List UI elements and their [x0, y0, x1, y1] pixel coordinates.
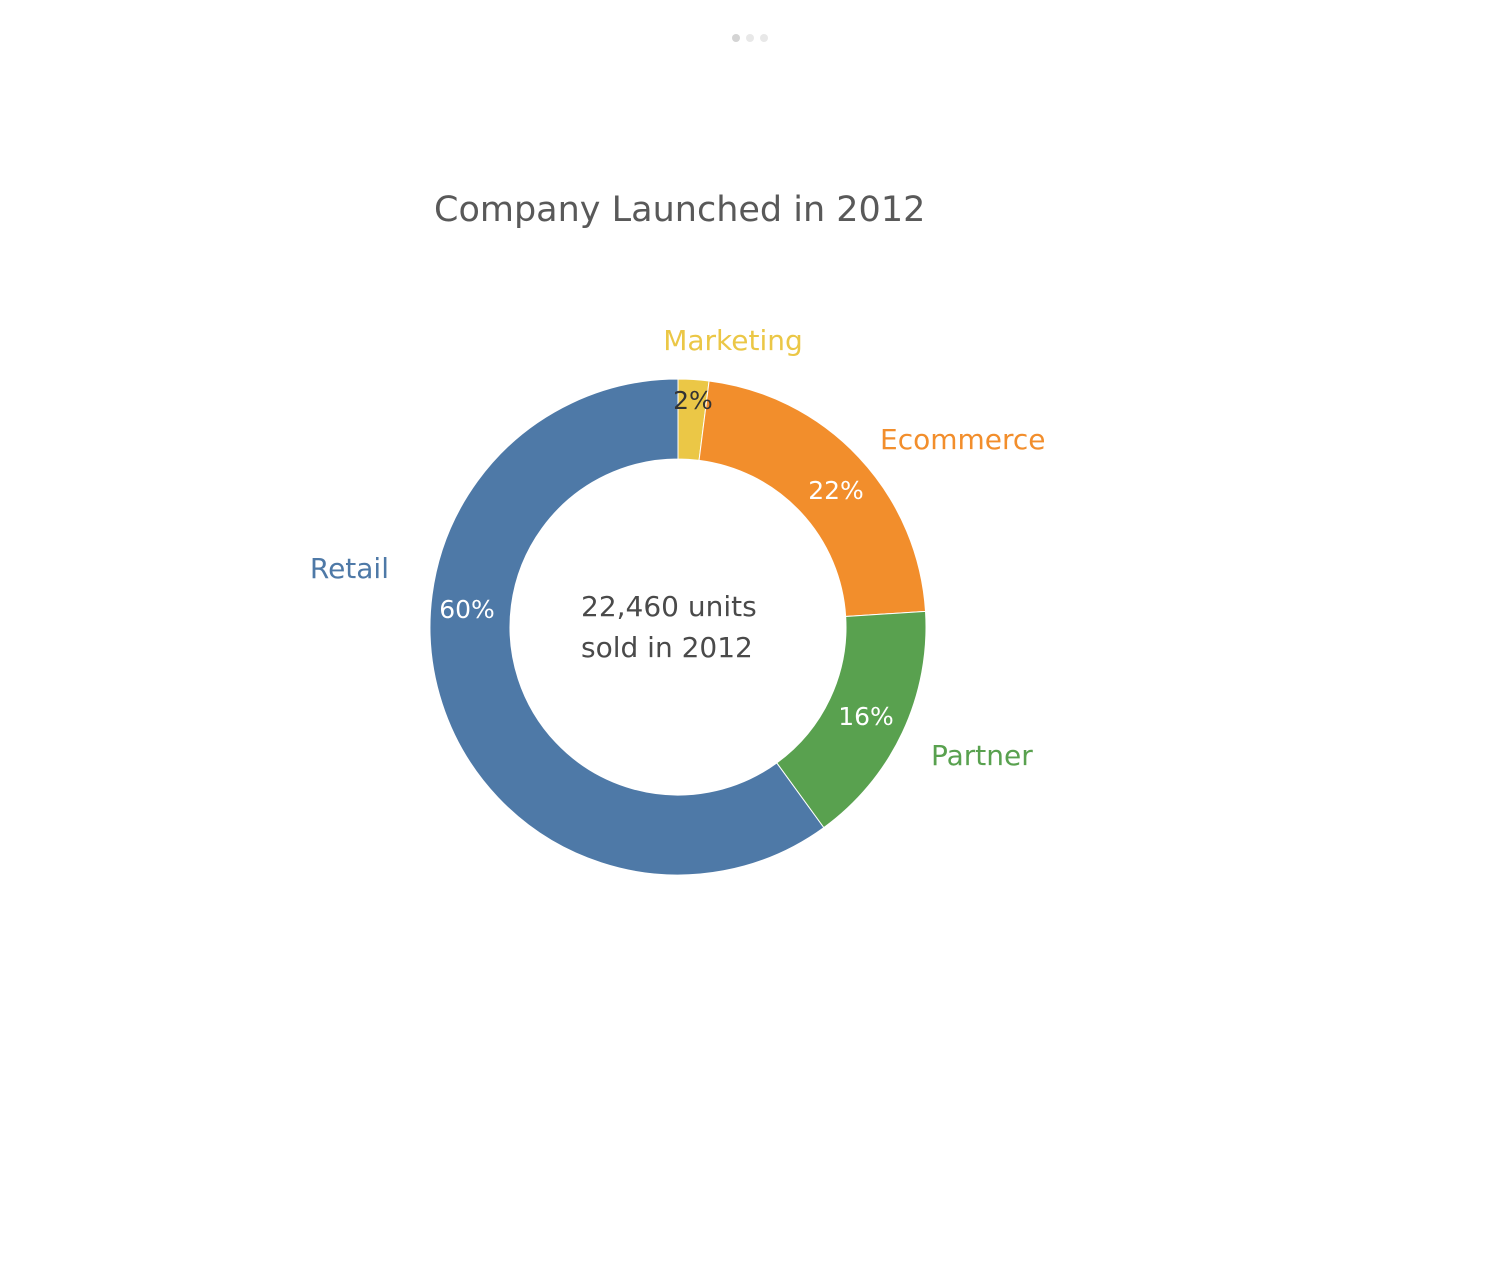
percent-labels: 2% 22% 16% 60%: [439, 386, 894, 731]
slice-ecommerce[interactable]: [698, 380, 927, 617]
category-labels: Marketing Ecommerce Partner Retail: [310, 324, 1046, 772]
page-dot-3[interactable]: [760, 34, 768, 42]
slice-retail[interactable]: [429, 378, 825, 876]
chart-title: Company Launched in 2012: [434, 190, 925, 230]
donut-slices: [429, 378, 927, 876]
page-dot-2[interactable]: [746, 34, 754, 42]
category-label-retail: Retail: [310, 552, 389, 585]
percent-label-ecommerce: 22%: [808, 476, 864, 505]
category-label-ecommerce: Ecommerce: [880, 423, 1046, 456]
percent-label-marketing: 2%: [673, 386, 713, 415]
category-label-partner: Partner: [931, 739, 1033, 772]
category-label-marketing: Marketing: [663, 324, 803, 357]
percent-label-partner: 16%: [838, 702, 894, 731]
center-line-2: sold in 2012: [581, 631, 753, 664]
center-line-1: 22,460 units: [581, 590, 757, 623]
percent-label-retail: 60%: [439, 595, 495, 624]
page-dot-1[interactable]: [732, 34, 740, 42]
page-indicator: [732, 34, 768, 42]
